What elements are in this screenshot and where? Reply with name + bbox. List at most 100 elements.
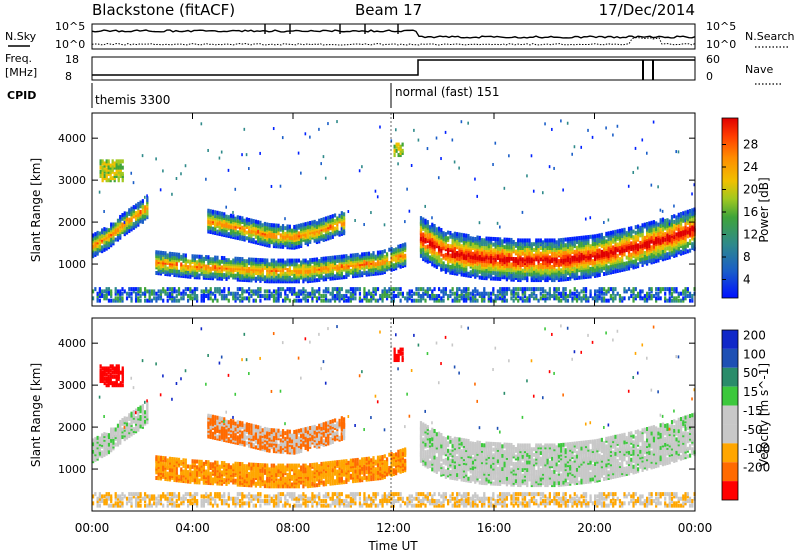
echo-cell xyxy=(331,217,334,222)
echo-cell xyxy=(243,289,246,294)
echo-cell xyxy=(480,291,484,296)
echo-cell-sparse xyxy=(327,122,329,126)
echo-cell xyxy=(408,291,411,296)
echo-cell xyxy=(483,262,486,267)
echo-cell xyxy=(623,252,626,257)
echo-cell xyxy=(342,258,346,263)
echo-cell xyxy=(175,252,178,257)
echo-cell xyxy=(370,253,373,258)
echo-cell xyxy=(191,271,194,276)
echo-cell xyxy=(245,259,248,264)
echo-cell xyxy=(324,294,328,299)
echo-cell xyxy=(254,240,258,245)
echo-cell xyxy=(560,258,563,263)
echo-cell xyxy=(180,254,183,259)
echo-cell xyxy=(304,264,307,269)
echo-cell xyxy=(440,296,443,301)
echo-cell xyxy=(553,251,556,256)
echo-cell xyxy=(218,289,221,294)
echo-cell xyxy=(173,252,176,257)
echo-cell xyxy=(621,298,624,303)
echo-cell xyxy=(519,296,522,301)
echo-cell xyxy=(569,289,572,294)
echo-cell xyxy=(388,247,391,252)
echo-cell xyxy=(661,287,665,292)
echo-cell xyxy=(634,249,637,254)
echo-cell xyxy=(322,298,325,303)
noise-right-label: N.Search xyxy=(745,30,795,43)
echo-cell xyxy=(229,291,233,296)
echo-cell xyxy=(612,269,615,274)
echo-cell xyxy=(444,235,447,240)
echo-cell xyxy=(688,239,692,244)
echo-cell xyxy=(202,289,206,294)
echo-cell xyxy=(431,237,434,242)
echo-cell xyxy=(512,291,515,296)
echo-cell xyxy=(252,222,255,227)
echo-cell xyxy=(519,242,522,247)
echo-cell xyxy=(105,296,108,301)
echo-cell xyxy=(564,273,567,278)
echo-cell xyxy=(478,291,481,296)
echo-cell xyxy=(600,289,603,294)
echo-cell xyxy=(607,231,610,236)
echo-cell xyxy=(546,270,549,275)
echo-cell xyxy=(397,244,400,249)
echo-cell xyxy=(496,237,499,242)
echo-cell xyxy=(501,294,504,299)
echo-cell xyxy=(107,287,111,292)
echo-cell xyxy=(324,233,328,238)
echo-cell xyxy=(268,262,271,267)
echo-cell xyxy=(593,234,597,239)
echo-cell xyxy=(101,294,104,299)
echo-cell xyxy=(311,289,314,294)
echo-cell xyxy=(236,287,239,292)
echo-cell xyxy=(616,233,619,238)
echo-cell xyxy=(266,294,269,299)
echo-cell xyxy=(202,270,206,275)
echo-cell xyxy=(603,271,606,276)
echo-cell xyxy=(363,259,366,264)
echo-cell xyxy=(261,223,264,228)
echo-cell xyxy=(431,222,434,227)
echo-cell xyxy=(467,294,470,299)
echo-cell xyxy=(492,236,495,241)
echo-cell xyxy=(560,243,563,248)
echo-cell xyxy=(476,298,479,303)
echo-cell xyxy=(639,294,642,299)
echo-cell xyxy=(295,233,298,238)
echo-cell xyxy=(329,298,332,303)
echo-cell xyxy=(331,263,334,268)
echo-cell xyxy=(661,253,665,258)
echo-cell xyxy=(293,273,296,278)
echo-cell xyxy=(336,289,339,294)
echo-cell xyxy=(612,298,615,303)
echo-cell xyxy=(318,230,321,235)
echo-cell xyxy=(356,287,359,292)
echo-cell xyxy=(98,294,101,299)
echo-cell xyxy=(390,246,393,251)
echo-cell xyxy=(211,226,215,231)
echo-cell xyxy=(526,262,529,267)
echo-cell xyxy=(471,255,475,260)
echo-cell xyxy=(569,237,572,242)
echo-cell xyxy=(114,291,117,296)
echo-cell xyxy=(340,214,343,219)
echo-cell xyxy=(431,289,434,294)
echo-cell xyxy=(521,296,524,301)
echo-cell xyxy=(284,260,287,265)
echo-cell xyxy=(107,233,111,238)
echo-cell xyxy=(598,248,601,253)
echo-cell xyxy=(603,296,606,301)
echo-cell xyxy=(535,264,538,269)
echo-cell xyxy=(444,287,447,292)
echo-cell xyxy=(232,229,235,234)
echo-cell xyxy=(193,254,196,259)
echo-cell-sparse xyxy=(270,184,273,188)
echo-cell-sparse xyxy=(668,222,671,226)
echo-cell xyxy=(162,287,165,292)
echo-cell xyxy=(677,298,680,303)
echo-cell xyxy=(584,250,588,255)
echo-cell xyxy=(103,227,106,232)
echo-cell xyxy=(248,257,251,262)
